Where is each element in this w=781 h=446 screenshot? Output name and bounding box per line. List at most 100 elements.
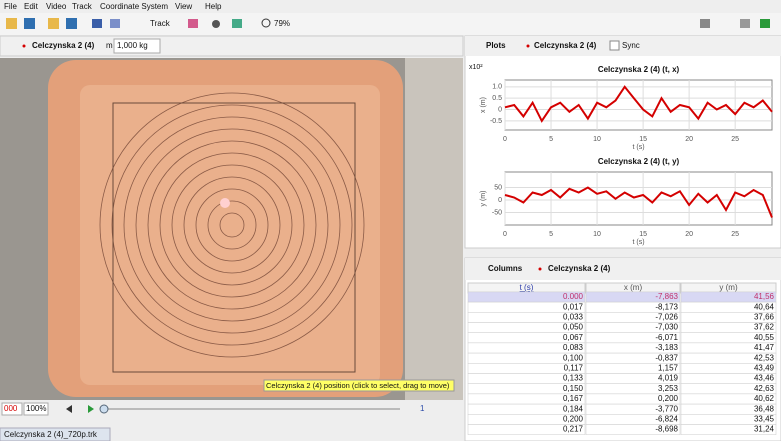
- x-tick-label: 20: [685, 231, 693, 238]
- column-header: y (m): [719, 283, 738, 292]
- open-icon[interactable]: [6, 18, 17, 29]
- import-icon[interactable]: [48, 18, 59, 29]
- y-tick-label: 1.0: [492, 84, 502, 91]
- track-dot: [539, 268, 542, 271]
- cell-value: 0,100: [563, 353, 584, 362]
- plots-button[interactable]: Plots: [486, 41, 506, 50]
- scale-note: x10²: [469, 64, 483, 71]
- cell-value: -7,030: [655, 323, 678, 332]
- cell-value: -3,183: [655, 343, 678, 352]
- frame-number[interactable]: 000: [4, 404, 18, 413]
- cell-value: 0,017: [563, 302, 584, 311]
- cell-value: 0,083: [563, 343, 584, 352]
- sync-label[interactable]: Sync: [622, 41, 640, 50]
- cell-value: 1,157: [658, 364, 679, 373]
- file-tab-label[interactable]: Celczynska 2 (4)_720p.trk: [4, 430, 98, 439]
- y-tick-label: 0: [498, 197, 502, 204]
- laser-spot: [220, 198, 230, 208]
- y-tick-label: 50: [494, 184, 502, 191]
- cell-value: 3,253: [658, 384, 679, 393]
- track-name[interactable]: Celczynska 2 (4): [32, 41, 95, 50]
- y-tick-label: -50: [492, 209, 502, 216]
- page: Track 79% Celczynska 2 (4) m 1,000 kg Ce…: [0, 0, 781, 441]
- menu-item[interactable]: Edit: [24, 2, 39, 11]
- slider-thumb[interactable]: [100, 405, 108, 413]
- cell-value: -6,824: [655, 415, 678, 424]
- menu-item[interactable]: Help: [205, 2, 222, 11]
- menu-item[interactable]: Video: [46, 2, 67, 11]
- y-tick-label: 0.5: [492, 95, 502, 102]
- zoom-level[interactable]: 79%: [274, 19, 290, 28]
- cell-value: 40,55: [754, 333, 775, 342]
- plot-title: Celczynska 2 (4) (t, y): [598, 157, 680, 166]
- export-icon[interactable]: [66, 18, 77, 29]
- cell-value: 0,117: [564, 364, 584, 373]
- track-button[interactable]: Track: [150, 19, 171, 28]
- cell-value: -8,173: [655, 302, 678, 311]
- cell-value: 33,45: [754, 415, 775, 424]
- cell-value: 37,66: [754, 313, 775, 322]
- track-dot: [23, 45, 26, 48]
- x-tick-label: 10: [593, 136, 601, 143]
- y-axis-label: x (m): [480, 97, 487, 113]
- x-tick-label: 15: [639, 231, 647, 238]
- columns-button[interactable]: Columns: [488, 264, 523, 273]
- y-tick-label: -0.5: [490, 118, 502, 125]
- grid-icon[interactable]: [760, 19, 770, 28]
- pencil-icon[interactable]: [700, 19, 710, 28]
- menu-item[interactable]: View: [175, 2, 192, 11]
- cell-value: -0,837: [655, 353, 678, 362]
- visibility-icon[interactable]: [212, 20, 220, 28]
- cell-value: 37,62: [754, 323, 775, 332]
- cell-value: 41,47: [754, 343, 775, 352]
- axes-icon[interactable]: [110, 19, 120, 28]
- window-icon[interactable]: [740, 19, 750, 28]
- cell-value: 0,033: [563, 313, 584, 322]
- cell-value: 43,46: [754, 374, 775, 383]
- step-size[interactable]: 1: [420, 404, 425, 413]
- plot-track-selector[interactable]: Celczynska 2 (4): [534, 41, 597, 50]
- cell-value: 0,217: [563, 425, 584, 434]
- menu-item[interactable]: File: [4, 2, 17, 11]
- cell-value: 0,184: [563, 404, 584, 413]
- cell-value: 0,150: [563, 384, 584, 393]
- board-edge: [405, 58, 463, 400]
- x-tick-label: 10: [593, 231, 601, 238]
- x-tick-label: 25: [731, 231, 739, 238]
- x-tick-label: 0: [503, 231, 507, 238]
- mass-value[interactable]: 1,000 kg: [117, 41, 148, 50]
- track-dot: [527, 45, 530, 48]
- menu-item[interactable]: Track: [72, 2, 93, 11]
- cell-value: 0,200: [563, 415, 584, 424]
- cell-value: 42,63: [754, 384, 775, 393]
- cell-value: 4,019: [658, 374, 679, 383]
- cell-value: 43,49: [754, 364, 775, 373]
- calibration-icon[interactable]: [232, 19, 242, 28]
- clip-icon[interactable]: [92, 19, 102, 28]
- cell-value: 0.000: [563, 292, 584, 301]
- cell-value: -6,071: [655, 333, 678, 342]
- y-tick-label: 0: [498, 106, 502, 113]
- save-icon[interactable]: [24, 18, 35, 29]
- table-track-selector[interactable]: Celczynska 2 (4): [548, 264, 611, 273]
- tooltip-text: Celczynska 2 (4) position (click to sele…: [266, 381, 450, 390]
- rate-value[interactable]: 100%: [26, 404, 46, 413]
- x-tick-label: 25: [731, 136, 739, 143]
- cell-value: 41,56: [754, 292, 775, 301]
- cell-value: 0,050: [563, 323, 584, 332]
- column-header: x (m): [624, 283, 643, 292]
- target-face: [80, 85, 380, 385]
- menu-item[interactable]: Coordinate System: [100, 2, 168, 11]
- x-tick-label: 5: [549, 136, 553, 143]
- cell-value: 0,133: [563, 374, 584, 383]
- cell-value: 31,24: [754, 425, 775, 434]
- x-tick-label: 0: [503, 136, 507, 143]
- cell-value: -7,863: [655, 292, 678, 301]
- sync-checkbox[interactable]: [610, 41, 619, 50]
- cell-value: -3,770: [655, 404, 678, 413]
- cell-value: 0,067: [563, 333, 584, 342]
- trail-icon[interactable]: [188, 19, 198, 28]
- x-tick-label: 15: [639, 136, 647, 143]
- x-axis-label: t (s): [632, 239, 644, 246]
- tracker-window: Track 79% Celczynska 2 (4) m 1,000 kg Ce…: [0, 0, 781, 441]
